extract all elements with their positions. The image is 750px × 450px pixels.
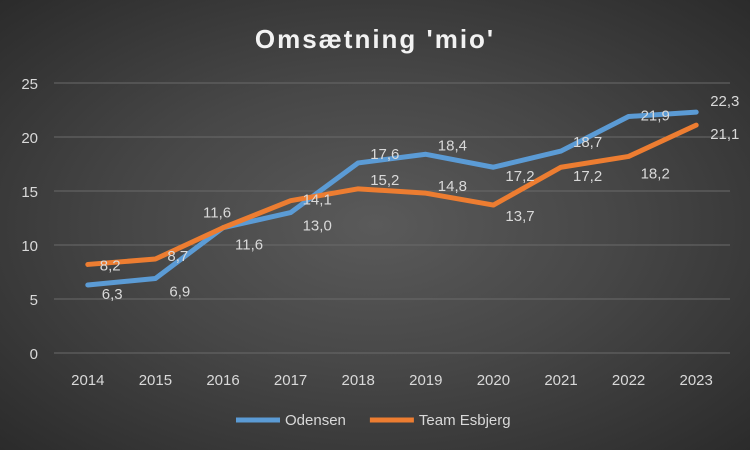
y-tick-label: 5 [30,292,38,309]
legend-label: Team Esbjerg [419,412,511,429]
data-label: 17,6 [370,146,399,163]
x-tick-label: 2023 [680,372,713,389]
data-label: 21,9 [641,107,670,124]
y-tick-label: 0 [30,346,38,363]
x-tick-label: 2018 [342,372,375,389]
data-label: 18,7 [573,134,602,151]
data-label: 22,3 [710,93,739,110]
data-label: 18,4 [438,137,467,154]
data-label: 18,2 [641,165,670,182]
data-label: 11,6 [235,237,263,254]
data-label: 11,6 [203,205,231,222]
data-label: 17,2 [505,168,534,185]
series-line-team-esbjerg [85,122,699,267]
x-tick-label: 2021 [544,372,577,389]
data-label: 8,7 [167,248,188,265]
data-label: 21,1 [710,126,739,143]
y-tick-label: 25 [21,76,38,93]
y-tick-label: 20 [21,130,38,147]
series-line-odensen [85,109,699,288]
y-tick-label: 10 [21,238,38,255]
x-tick-label: 2022 [612,372,645,389]
data-label: 8,2 [100,257,121,274]
x-tick-label: 2016 [206,372,239,389]
x-tick-label: 2020 [477,372,510,389]
x-tick-label: 2015 [139,372,172,389]
x-tick-label: 2019 [409,372,442,389]
y-tick-label: 15 [21,184,38,201]
data-label: 6,3 [102,286,123,303]
x-tick-label: 2017 [274,372,307,389]
data-label: 14,8 [438,178,467,195]
data-label: 14,1 [303,192,332,209]
data-label: 17,2 [573,168,602,185]
data-label: 13,7 [505,208,534,225]
data-label: 15,2 [370,172,399,189]
x-tick-label: 2014 [71,372,104,389]
data-label: 6,9 [169,283,190,300]
chart-title: Omsætning 'mio' [255,24,495,54]
legend-label: Odensen [285,412,346,429]
data-label: 13,0 [303,218,332,235]
